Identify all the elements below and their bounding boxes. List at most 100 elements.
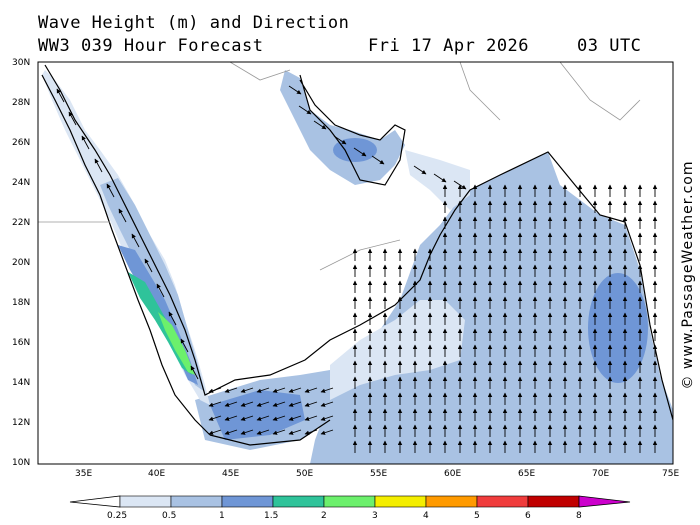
wave-arrow bbox=[208, 429, 222, 435]
lon-label: 35E bbox=[75, 469, 92, 479]
wave-arrow bbox=[208, 387, 222, 393]
chart-title: Wave Height (m) and Direction bbox=[38, 13, 350, 33]
wave-arrow bbox=[298, 105, 312, 115]
wave-arrow bbox=[304, 429, 318, 435]
wave-arrow bbox=[224, 415, 238, 421]
legend-swatch bbox=[221, 495, 274, 508]
lat-label: 18N bbox=[12, 298, 30, 308]
wave-arrow bbox=[433, 173, 447, 183]
wave-arrow bbox=[81, 135, 90, 150]
wave-arrow bbox=[106, 183, 115, 198]
lat-label: 12N bbox=[12, 418, 30, 428]
wave-arrow bbox=[371, 155, 385, 165]
legend-swatch bbox=[374, 495, 427, 508]
forecast-date: Fri 17 Apr 2026 bbox=[368, 36, 530, 56]
lon-label: 75E bbox=[662, 469, 679, 479]
color-legend: 0.25 0.5 1 1.5 2 3 4 5 6 8 bbox=[69, 495, 631, 521]
wave-arrow bbox=[288, 387, 302, 393]
wave-arrow bbox=[272, 415, 286, 421]
lon-label: 65E bbox=[518, 469, 535, 479]
wave-arrow bbox=[256, 415, 270, 421]
wave-arrow bbox=[320, 387, 334, 393]
wave-arrow bbox=[272, 429, 286, 435]
wave-arrow bbox=[208, 401, 222, 407]
wave-arrow bbox=[256, 387, 270, 393]
legend-label: 1 bbox=[219, 511, 225, 521]
wave-arrow bbox=[240, 387, 254, 393]
lat-label: 30N bbox=[12, 58, 30, 68]
legend-label: 3 bbox=[372, 511, 378, 521]
forecast-time: 03 UTC bbox=[577, 36, 642, 56]
wave-height-field bbox=[42, 70, 673, 464]
wave-arrow bbox=[68, 111, 77, 126]
wave-arrow bbox=[224, 401, 238, 407]
wave-arrow bbox=[413, 165, 427, 175]
legend-swatch bbox=[527, 495, 580, 508]
wave-arrow bbox=[272, 387, 286, 393]
lon-label: 45E bbox=[222, 469, 239, 479]
legend-swatch bbox=[170, 495, 223, 508]
wave-arrow bbox=[240, 415, 254, 421]
legend-label: 5 bbox=[474, 511, 480, 521]
wave-arrow bbox=[256, 401, 270, 407]
wave-arrow bbox=[304, 387, 318, 393]
wave-arrow bbox=[190, 365, 199, 380]
legend-swatch bbox=[119, 495, 172, 508]
wave-arrow bbox=[94, 158, 103, 173]
wave-arrow bbox=[288, 401, 302, 407]
wave-arrow bbox=[272, 401, 286, 407]
wave-arrow bbox=[320, 429, 334, 435]
forecast-label: WW3 039 Hour Forecast bbox=[38, 36, 264, 56]
credit-watermark: © www.PassageWeather.com bbox=[678, 150, 698, 400]
wave-arrow bbox=[304, 401, 318, 407]
wave-arrow bbox=[453, 180, 467, 190]
wave-arrow bbox=[131, 233, 140, 248]
legend-label: 1.5 bbox=[264, 511, 278, 521]
legend-label: 6 bbox=[525, 511, 531, 521]
lon-label: 55E bbox=[370, 469, 387, 479]
wave-arrow bbox=[144, 258, 153, 273]
wave-direction-arrows bbox=[56, 85, 658, 453]
wave-arrow bbox=[288, 429, 302, 435]
lat-label: 14N bbox=[12, 378, 30, 388]
legend-label: 4 bbox=[423, 511, 429, 521]
wave-arrow bbox=[333, 135, 347, 145]
wave-arrow bbox=[256, 429, 270, 435]
lon-label: 40E bbox=[148, 469, 165, 479]
wave-arrow bbox=[353, 147, 367, 157]
wave-arrow bbox=[208, 415, 222, 421]
wave-arrow bbox=[56, 88, 65, 103]
legend-swatch bbox=[425, 495, 478, 508]
wave-arrow bbox=[224, 429, 238, 435]
wave-arrow bbox=[180, 338, 189, 353]
wave-arrow bbox=[240, 429, 254, 435]
wave-arrow bbox=[313, 120, 327, 130]
lat-label: 26N bbox=[12, 138, 30, 148]
wave-arrow bbox=[304, 415, 318, 421]
credit-text: © www.PassageWeather.com bbox=[680, 160, 696, 390]
lat-label: 10N bbox=[12, 458, 30, 468]
legend-swatch bbox=[578, 495, 631, 508]
legend-swatch bbox=[272, 495, 325, 508]
latitude-axis: 30N 28N 26N 24N 22N 20N 18N 16N 14N 12N … bbox=[12, 58, 30, 468]
lat-label: 28N bbox=[12, 98, 30, 108]
legend-label: 8 bbox=[576, 511, 582, 521]
wave-arrow bbox=[288, 85, 302, 95]
longitude-axis: 35E 40E 45E 50E 55E 60E 65E 70E 75E bbox=[75, 469, 679, 479]
lon-label: 60E bbox=[444, 469, 461, 479]
lon-label: 50E bbox=[296, 469, 313, 479]
lat-label: 22N bbox=[12, 218, 30, 228]
borders bbox=[38, 62, 641, 271]
legend-label: 2 bbox=[321, 511, 327, 521]
wave-arrow bbox=[224, 387, 238, 393]
legend-label: 0.25 bbox=[107, 511, 127, 521]
legend-swatch bbox=[323, 495, 376, 508]
wave-arrow bbox=[168, 311, 177, 326]
lon-label: 70E bbox=[592, 469, 609, 479]
wave-arrow bbox=[320, 415, 334, 421]
legend-swatch bbox=[69, 495, 121, 508]
coastline bbox=[41, 64, 673, 446]
legend-swatch bbox=[476, 495, 529, 508]
lat-label: 24N bbox=[12, 178, 30, 188]
